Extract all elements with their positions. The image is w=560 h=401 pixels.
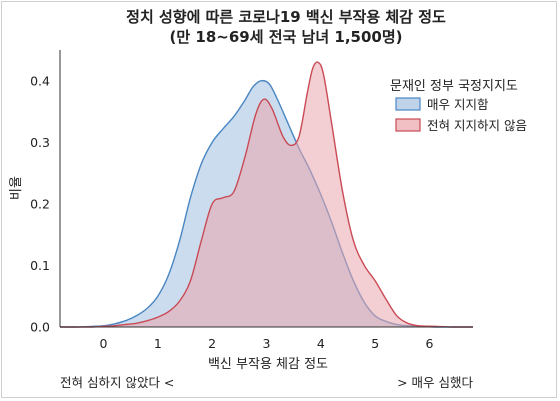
y-tick-label: 0.1	[30, 258, 50, 273]
x-tick-label: 6	[426, 336, 434, 351]
y-tick-label: 0.2	[30, 196, 50, 211]
y-tick-label: 0.3	[30, 135, 50, 150]
legend-swatch-series-1	[395, 97, 421, 111]
legend: 문재인 정부 국정지지도 매우 지지함 전혀 지지하지 않음	[390, 79, 527, 133]
x-tick-label: 5	[371, 336, 379, 351]
legend-swatch-series-2	[395, 118, 421, 132]
x-axis-label: 백신 부작용 체감 정도	[208, 357, 328, 372]
y-tick-label: 0.4	[30, 73, 50, 88]
legend-title: 문재인 정부 국정지지도	[390, 79, 518, 94]
legend-label-series-2: 전혀 지지하지 않음	[427, 118, 527, 133]
x-ticks: 0 1 2 3 4 5 6	[99, 336, 433, 351]
x-tick-label: 4	[317, 336, 325, 351]
plot-areas	[60, 61, 473, 328]
chart-subtitle: (만 18~69세 전국 남녀 1,500명)	[170, 28, 403, 46]
y-ticks: 0.0 0.1 0.2 0.3 0.4	[30, 73, 50, 334]
y-tick-label: 0.0	[30, 320, 50, 335]
x-tick-label: 3	[263, 336, 271, 351]
series-2-line	[60, 61, 473, 328]
x-tick-label: 2	[208, 336, 216, 351]
note-right: > 매우 심했다	[397, 375, 473, 390]
note-left: 전혀 심하지 않았다 <	[60, 375, 174, 390]
x-tick-label: 1	[154, 336, 162, 351]
y-axis-label: 비율	[9, 176, 24, 200]
x-tick-label: 0	[99, 336, 107, 351]
chart-title: 정치 성향에 따른 코로나19 백신 부작용 체감 정도	[126, 8, 446, 26]
series-2-area	[60, 62, 473, 327]
legend-label-series-1: 매우 지지함	[427, 97, 489, 112]
